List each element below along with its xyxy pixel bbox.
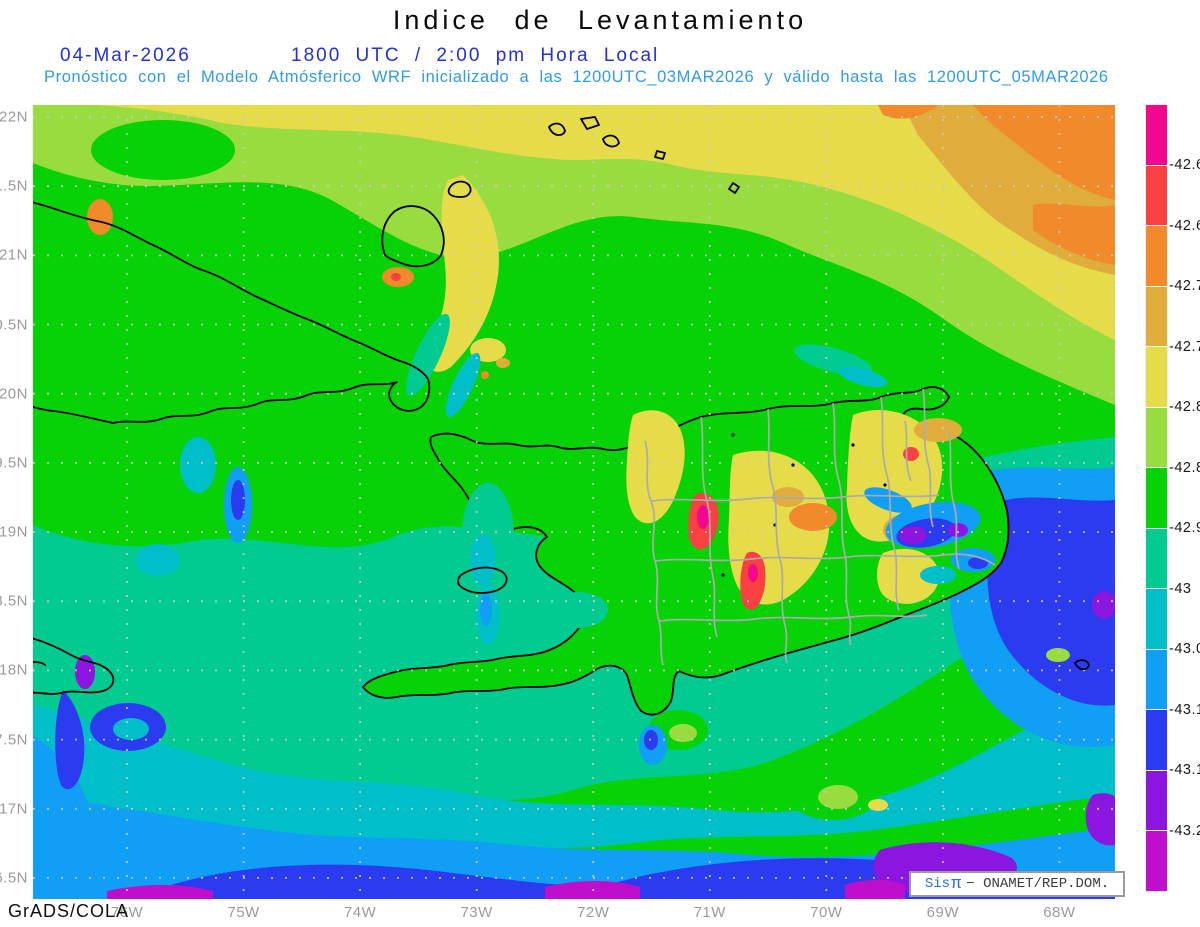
grads-credit: GrADS/COLA — [8, 901, 130, 921]
colorbar-label: -42.8 — [1169, 399, 1200, 416]
colorbar-label: -43.2 — [1169, 822, 1200, 839]
forecast-map — [33, 105, 1115, 899]
colorbar-label: -43 — [1169, 580, 1192, 597]
colorbar-label: -43.1 — [1169, 762, 1200, 779]
colorbar-label: -42.6 — [1169, 217, 1200, 234]
y-axis-label: 8.5N — [0, 592, 28, 610]
admin-borders — [644, 388, 996, 666]
colorbar-segment — [1146, 164, 1167, 226]
colorbar-segment — [1146, 225, 1167, 286]
lifted-index-field — [33, 105, 1115, 899]
colorbar-segment — [1146, 527, 1167, 589]
y-axis-label: 22N — [0, 108, 28, 126]
colorbar-segment — [1146, 648, 1167, 710]
colorbar-segment — [1146, 406, 1167, 468]
field-upper-bands — [33, 105, 1115, 418]
colorbar-segment — [1146, 830, 1167, 891]
y-axis-label: 20N — [0, 385, 28, 403]
x-axis-label: 74W — [343, 904, 377, 921]
colorbar-segment — [1146, 588, 1167, 649]
badge-sis-text: Sis — [924, 876, 951, 892]
x-axis-label: 70W — [810, 904, 843, 921]
colorbar-label: -42.6 — [1169, 157, 1200, 174]
x-axis-label: 72W — [577, 904, 610, 921]
x-axis-label: 76W — [110, 904, 144, 921]
colorbar-label: -42.7 — [1169, 338, 1200, 355]
colorbar-label: -42.7 — [1169, 278, 1200, 295]
colorbar-label: -43.1 — [1169, 701, 1200, 718]
page-title: Indice de Levantamiento — [392, 5, 808, 35]
x-axis-label: 69W — [926, 904, 960, 921]
colorbar-label: -42.8 — [1169, 459, 1200, 476]
x-axis-label: 73W — [460, 904, 493, 921]
y-axis-label: 17N — [0, 800, 28, 818]
date-label: 04-Mar-2026 — [60, 45, 191, 66]
colorbar-label: -43.0 — [1169, 641, 1200, 658]
y-axis-label: 21N — [0, 246, 28, 264]
colorbar-segment — [1146, 769, 1167, 831]
forecast-note: Pronóstico con el Modelo Atmósferico WRF… — [44, 68, 1109, 86]
onamet-badge: Sis π − ONAMET/REP.DOM. — [909, 871, 1125, 897]
colorbar-segment — [1146, 709, 1167, 770]
badge-onamet-text: − ONAMET/REP.DOM. — [966, 876, 1110, 892]
y-axis-label: 6.5N — [0, 869, 28, 887]
colorbar-label: -42.9 — [1169, 520, 1200, 537]
colorbar-segment — [1146, 105, 1167, 165]
colorbar-segment — [1146, 285, 1167, 347]
y-axis-label: 0.5N — [0, 316, 28, 334]
y-axis-label: 7.5N — [0, 731, 28, 749]
coastline-inagua — [381, 205, 445, 268]
x-axis-label: 75W — [227, 904, 260, 921]
y-axis-label: 1.5N — [0, 177, 28, 195]
x-axis-label: 68W — [1043, 904, 1076, 921]
coastlines — [33, 116, 1090, 695]
hispaniola-island — [362, 386, 1010, 716]
colorbar — [1145, 104, 1168, 892]
time-label: 1800 UTC / 2:00 pm Hora Local — [291, 45, 660, 66]
coastline-gonave — [457, 566, 508, 594]
y-axis-label: 18N — [0, 661, 28, 679]
x-axis-label: 71W — [693, 904, 726, 921]
y-axis-label: 9.5N — [0, 454, 28, 472]
y-axis-label: 19N — [0, 523, 28, 541]
coastline-jamaica — [33, 637, 115, 695]
colorbar-segment — [1146, 346, 1167, 407]
pi-icon: π — [951, 874, 962, 894]
coastline-cuba — [33, 201, 431, 424]
colorbar-segment — [1146, 467, 1167, 528]
